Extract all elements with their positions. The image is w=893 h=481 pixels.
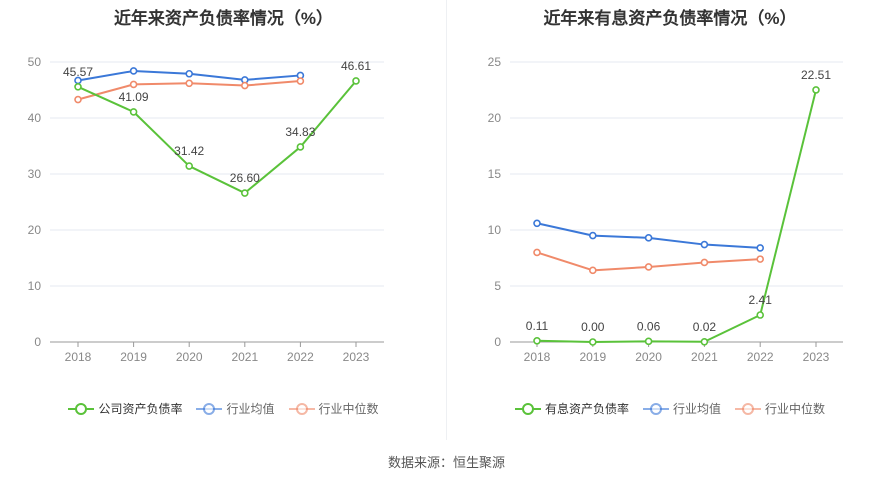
legend-item[interactable]: 行业均值 [642,400,721,417]
legend-label: 有息资产负债率 [544,402,629,416]
chart-title: 近年来资产负债率情况（%） [113,9,334,28]
y-tick-label: 10 [28,279,42,293]
legend-marker-icon [288,402,315,416]
data-label: 41.09 [119,90,149,104]
data-label: 26.60 [230,171,260,185]
data-point [644,234,653,242]
legend-item[interactable]: 有息资产负债率 [514,400,629,417]
legend-marker-icon [735,402,761,416]
x-tick-label: 2023 [803,350,830,364]
chart-interest-debt-ratio: 近年来有息资产负债率情况（%） 0 5 10 15 20 25 2018 2019 2020 20… [447,0,893,440]
y-tick-label: 5 [494,279,501,293]
data-source: 数据来源：恒生聚源 [387,455,505,470]
data-label: 34.83 [285,125,315,139]
data-point [129,108,138,116]
legend-marker-icon [514,402,541,416]
data-point [129,67,138,75]
data-point [74,83,82,91]
data-point [185,162,193,170]
data-point [533,219,541,228]
data-point [533,336,541,345]
data-label: 0.06 [637,319,661,333]
x-tick-label: 2023 [343,350,370,364]
series-line [77,80,357,195]
y-tick-label: 25 [488,55,502,69]
x-tick-label: 2020 [176,350,203,364]
x-tick-label: 2018 [524,350,551,364]
data-point [700,240,709,249]
x-tick-label: 2019 [120,350,147,364]
legend-label: 公司资产负债率 [98,402,183,416]
y-tick-label: 30 [28,167,42,181]
data-label: 22.51 [801,68,831,82]
y-tick-label: 0 [34,335,41,349]
data-point [589,231,597,240]
x-tick-label: 2021 [691,350,718,364]
data-point [241,189,249,197]
data-point [185,69,193,78]
y-tick-label: 50 [28,55,42,69]
chart-plot-area: 0 10 20 30 40 50 2018 2019 2020 2021 2022 2023 45.57… [28,55,384,364]
data-label: 0.00 [581,320,605,334]
legend-item[interactable]: 公司资产负债率 [68,400,182,417]
x-tick-label: 2018 [65,350,92,364]
x-tick-label: 2022 [287,350,314,364]
data-label: 2.41 [749,293,773,307]
data-point [756,255,765,263]
legend-label: 行业中位数 [765,402,826,416]
data-point [74,95,82,104]
legend-marker-icon [196,402,223,416]
data-point [589,338,597,346]
y-tick-label: 10 [488,223,502,237]
y-tick-label: 0 [494,335,501,349]
chart-divider [446,0,447,440]
data-point [129,80,138,89]
y-tick-label: 40 [28,111,42,125]
data-label: 46.61 [341,59,371,73]
data-label: 0.11 [526,319,549,333]
legend-label: 行业均值 [226,402,275,416]
chart-debt-ratio: 近年来资产负债率情况（%） 0 10 20 30 40 50 2018 2019 2020 202… [0,0,447,440]
chart-plot-area: 0 5 10 15 20 25 2018 2019 2020 2021 2022 2023 0.11 0.… [488,55,843,364]
data-point [589,266,597,275]
y-tick-label: 15 [488,167,502,181]
x-tick-label: 2020 [635,350,662,364]
data-point [533,248,541,257]
data-point [644,263,653,271]
y-tick-label: 20 [488,111,502,125]
data-point [700,258,709,267]
data-label: 31.42 [174,144,204,158]
data-point [756,244,765,252]
legend-marker-icon [642,402,669,416]
chart-legend: 有息资产负债率 行业均值 行业中位数 [447,400,893,417]
data-point [296,77,305,85]
series-line [536,89,817,343]
data-label: 0.02 [693,320,717,334]
data-point [644,337,653,346]
x-tick-label: 2019 [579,350,606,364]
x-tick-label: 2021 [231,350,258,364]
y-tick-label: 20 [28,223,42,237]
legend-label: 行业中位数 [318,402,379,416]
chart-title: 近年来有息资产负债率情况（%） [543,9,797,28]
data-point [700,337,709,346]
data-point [352,77,360,85]
legend-item[interactable]: 行业中位数 [288,400,379,417]
data-point [812,86,820,94]
data-point [241,81,249,90]
legend-item[interactable]: 行业中位数 [735,400,825,417]
data-point [756,311,765,319]
legend-item[interactable]: 行业均值 [196,400,275,417]
data-point [296,143,305,151]
data-point [185,79,193,88]
x-tick-label: 2022 [747,350,774,364]
data-label: 45.57 [63,65,93,79]
legend-marker-icon [68,402,95,416]
chart-legend: 公司资产负债率 行业均值 行业中位数 [0,400,447,417]
legend-label: 行业均值 [672,402,721,416]
